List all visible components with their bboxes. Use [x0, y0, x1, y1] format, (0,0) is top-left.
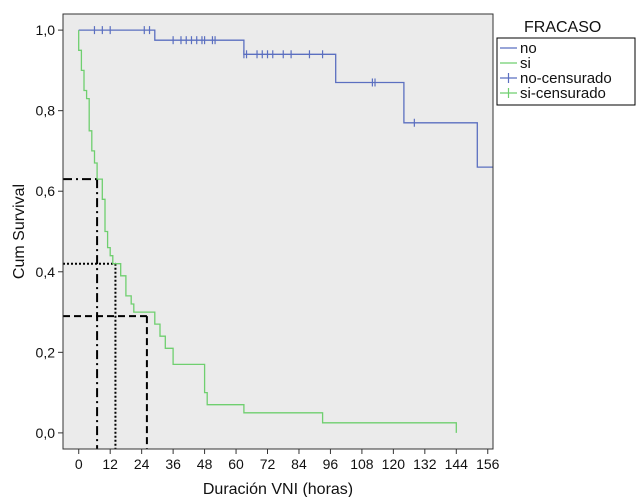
legend-label-si: si — [520, 55, 531, 72]
x-tick-label: 108 — [350, 456, 374, 472]
x-tick-label: 84 — [291, 456, 307, 472]
y-tick-label: 0,0 — [36, 425, 56, 441]
legend-label-no-censurado: no-censurado — [520, 70, 612, 87]
x-tick-label: 72 — [260, 456, 276, 472]
legend-label-si-censurado: si-censurado — [520, 85, 606, 102]
y-tick-label: 0,2 — [36, 344, 56, 360]
plot-area — [63, 14, 493, 449]
legend-label-no: no — [520, 40, 537, 57]
reference-lines — [63, 178, 148, 449]
y-tick-label: 1,0 — [36, 22, 56, 38]
x-tick-label: 48 — [197, 456, 213, 472]
x-tick-label: 144 — [445, 456, 469, 472]
legend-box — [496, 37, 636, 106]
y-axis-title: Cum Survival — [11, 184, 28, 279]
y-tick-label: 0,8 — [36, 103, 56, 119]
axes: 0 12 24 36 48 60 72 84 96 108 120 132 144 156 0,0 0,2 0,… — [36, 22, 500, 472]
x-tick-label: 12 — [102, 456, 118, 472]
x-tick-label: 120 — [382, 456, 406, 472]
legend: FRACASO no si no-censurado si-censurado — [496, 19, 636, 106]
series-line-si — [78, 30, 457, 433]
x-tick-label: 24 — [134, 456, 150, 472]
x-tick-label: 132 — [413, 456, 437, 472]
y-tick-label: 0,6 — [36, 183, 56, 199]
legend-title: FRACASO — [524, 19, 601, 36]
plot-frame — [62, 13, 494, 450]
x-axis-title: Duración VNI (horas) — [203, 481, 353, 497]
x-tick-label: 96 — [323, 456, 339, 472]
y-tick-label: 0,4 — [36, 264, 56, 280]
series-line-no — [78, 29, 493, 168]
x-tick-label: 0 — [75, 456, 83, 472]
x-tick-label: 36 — [165, 456, 181, 472]
series-layer — [78, 26, 493, 433]
x-tick-label: 156 — [476, 456, 500, 472]
x-tick-label: 60 — [228, 456, 244, 472]
